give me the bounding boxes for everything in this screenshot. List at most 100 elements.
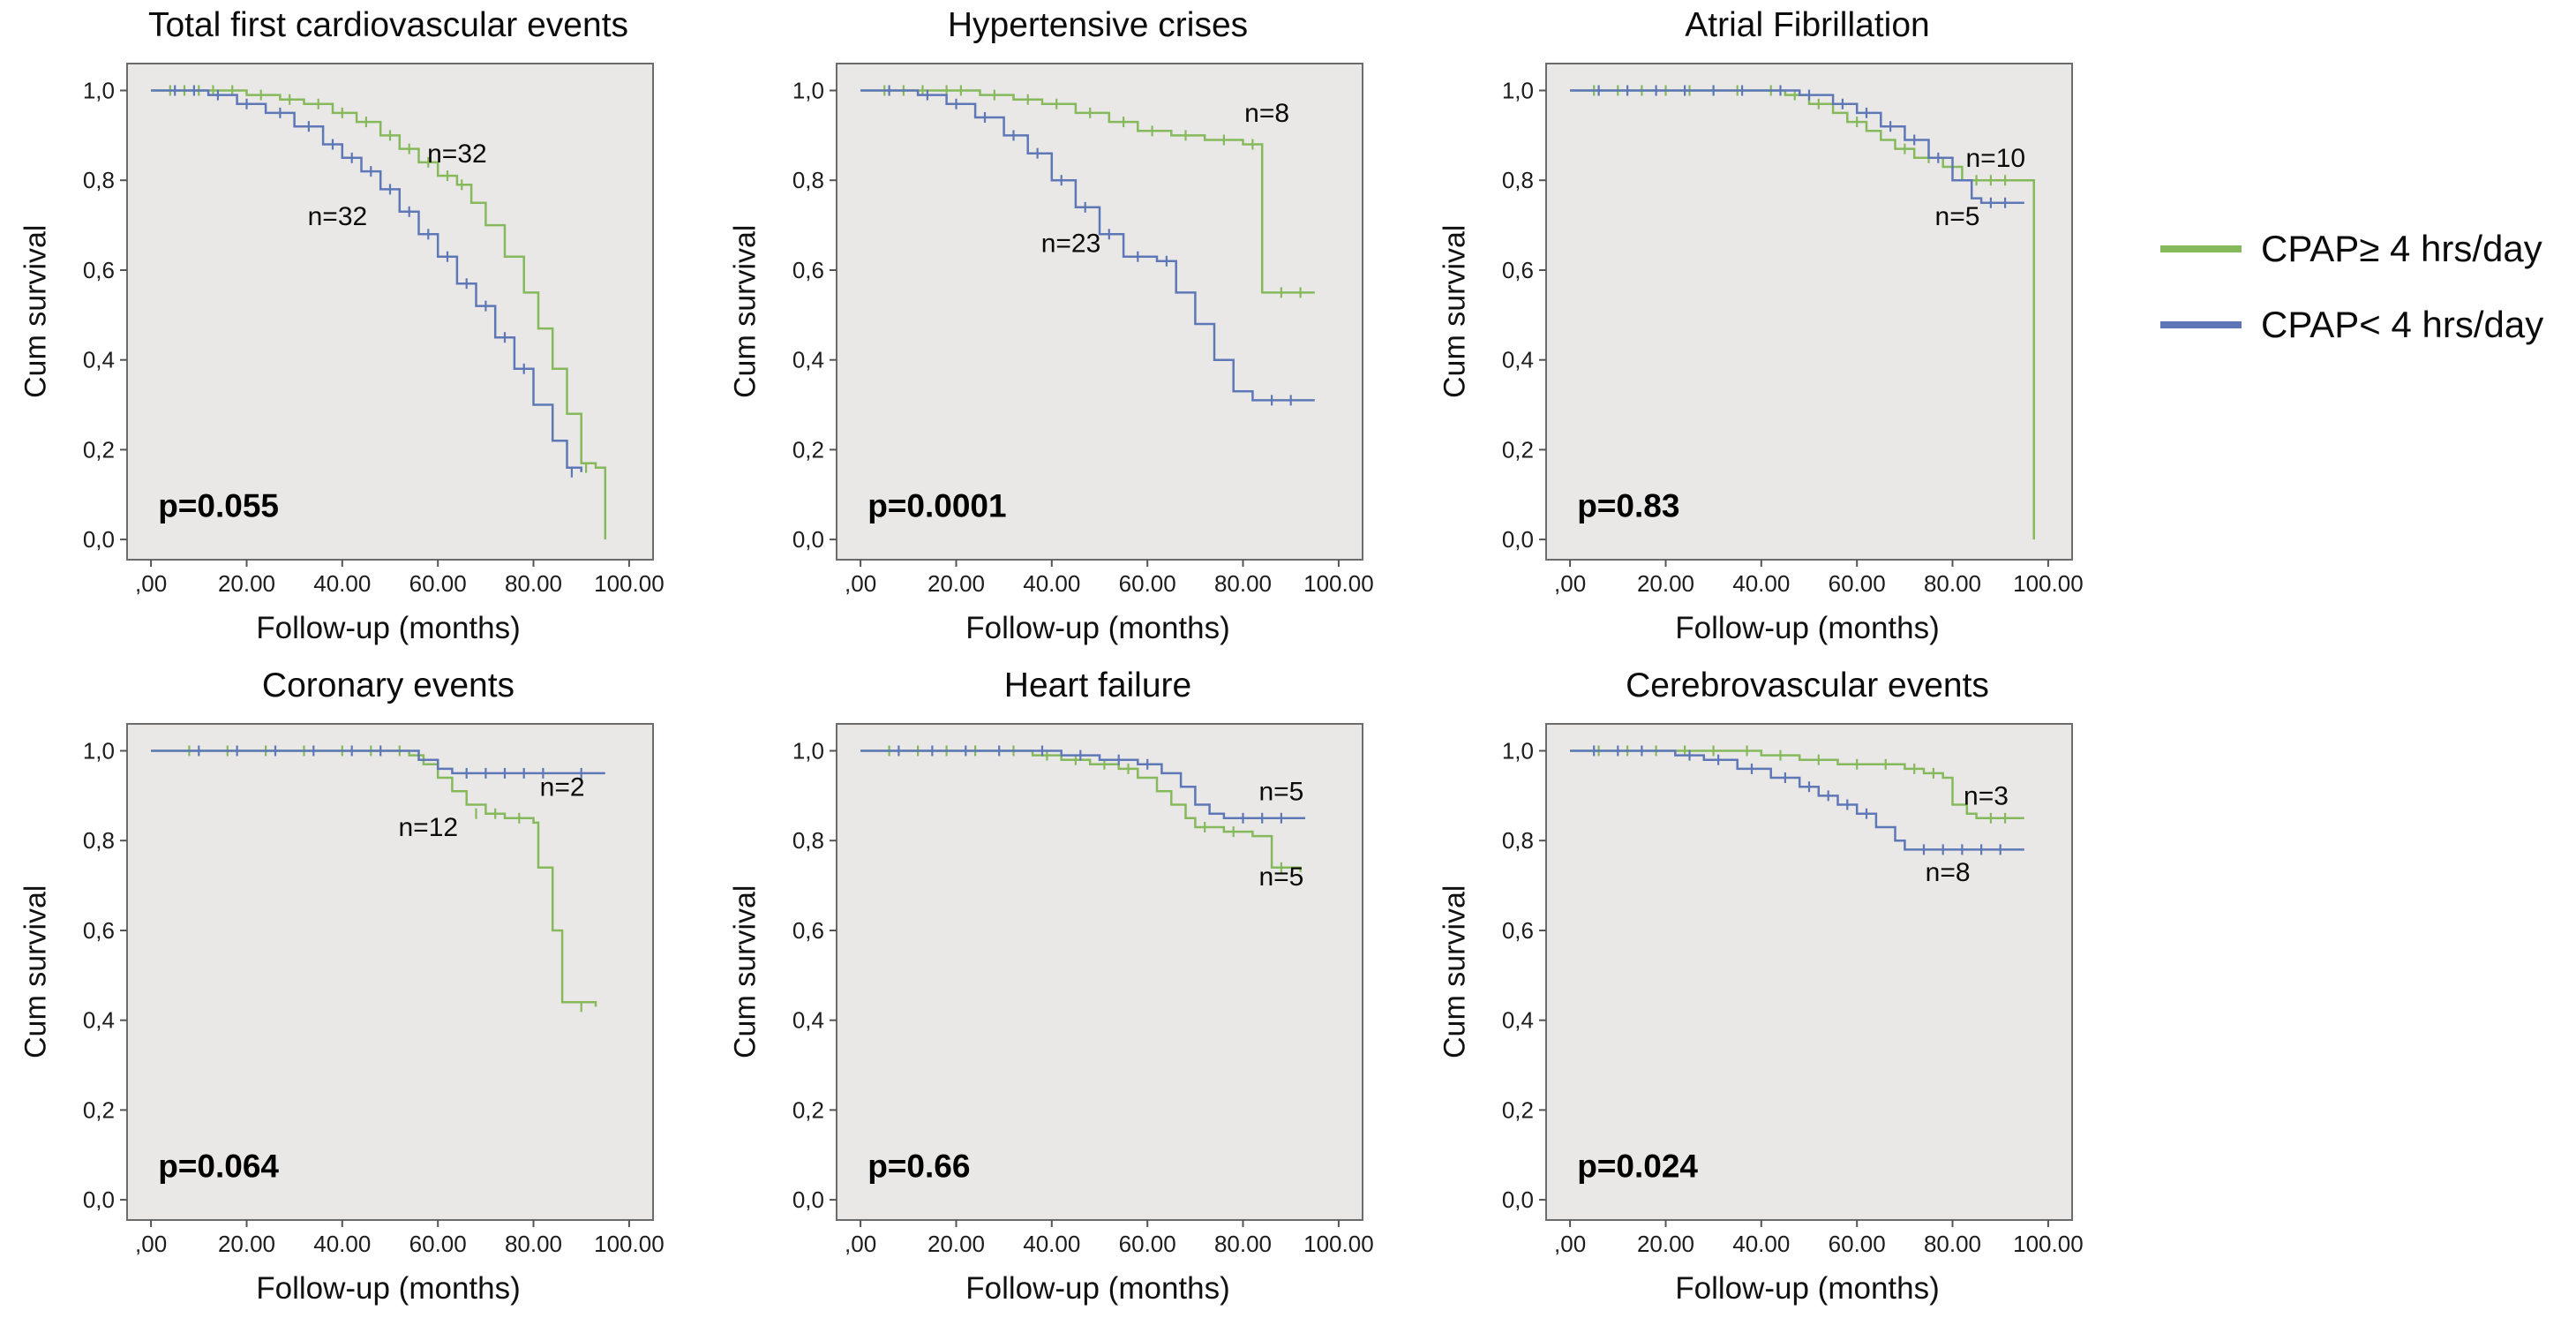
svg-text:80.00: 80.00: [1924, 1231, 1981, 1257]
svg-text:0,4: 0,4: [83, 347, 115, 373]
chart-hypertensive-crises: Hypertensive crises Cum survival ,00 20.0…: [725, 4, 1393, 651]
svg-text:1,0: 1,0: [83, 78, 115, 104]
svg-text:p=0.064: p=0.064: [158, 1148, 279, 1185]
svg-text:1,0: 1,0: [1502, 738, 1534, 764]
svg-text:60.00: 60.00: [1119, 1231, 1176, 1257]
svg-text:40.00: 40.00: [1023, 1231, 1080, 1257]
y-axis-label: Cum survival: [728, 885, 762, 1059]
svg-text:p=0.055: p=0.055: [158, 488, 279, 524]
km-plot-atrial-fibrillation: ,00 20.00 40.00 60.00 80.00 100.00 1,0 0,8 0,6 0,…: [1502, 63, 2084, 597]
svg-text:p=0.83: p=0.83: [1577, 488, 1679, 524]
chart-body: Cum survival ,00 20.00 40.00 60.00 80.00 100.…: [1435, 49, 2102, 614]
svg-text:n=5: n=5: [1258, 778, 1303, 807]
svg-text:n=3: n=3: [1964, 782, 2009, 811]
chart-body: Cum survival ,00 20.00 40.00 60.00 80.00 100.…: [1435, 710, 2102, 1275]
svg-text:20.00: 20.00: [1637, 570, 1694, 597]
svg-text:0,6: 0,6: [1502, 257, 1534, 283]
svg-text:0,6: 0,6: [1502, 917, 1534, 944]
y-axis-label: Cum survival: [728, 224, 762, 399]
svg-text:0,2: 0,2: [83, 1096, 115, 1123]
chart-coronary-events: Coronary events Cum survival ,00 20.00 40.…: [16, 664, 683, 1312]
svg-text:0,8: 0,8: [792, 167, 824, 193]
svg-text:80.00: 80.00: [1924, 570, 1981, 597]
svg-text:40.00: 40.00: [1732, 1231, 1790, 1257]
cpap-ge-4-line-swatch: [2160, 245, 2242, 252]
chart-total-first-cardiovascular-events: Total first cardiovascular events Cum su…: [16, 4, 683, 651]
cpap-lt-4-line-swatch: [2160, 321, 2242, 328]
svg-text:80.00: 80.00: [505, 570, 562, 597]
svg-text:60.00: 60.00: [1829, 570, 1886, 597]
km-plot-cerebrovascular-events: ,00 20.00 40.00 60.00 80.00 100.00 1,0 0,8 0,6 0,…: [1502, 723, 2084, 1257]
svg-text:0,4: 0,4: [1502, 1007, 1534, 1034]
chart-title: Hypertensive crises: [947, 6, 1249, 44]
svg-text:60.00: 60.00: [1119, 570, 1176, 597]
svg-text:100.00: 100.00: [1303, 570, 1374, 597]
y-axis-label: Cum survival: [19, 885, 53, 1059]
svg-text:,00: ,00: [845, 570, 876, 597]
svg-text:0,0: 0,0: [1502, 526, 1534, 553]
chart-body: Cum survival ,00 20.00 40.00 60.00 80.00 100.…: [16, 710, 683, 1275]
svg-text:40.00: 40.00: [313, 1231, 371, 1257]
chart-title: Cerebrovascular events: [1626, 666, 1989, 704]
x-axis-label: Follow-up (months): [256, 611, 521, 645]
svg-text:,00: ,00: [845, 1231, 876, 1257]
svg-text:0,2: 0,2: [792, 436, 824, 463]
km-plot-total-first-cardiovascular-events: ,00 20.00 40.00 60.00 80.00 100.00 1,0 0,8 0,6 0,…: [83, 63, 665, 597]
svg-text:n=12: n=12: [399, 813, 459, 842]
svg-text:0,4: 0,4: [792, 347, 824, 373]
svg-text:100.00: 100.00: [2013, 570, 2084, 597]
y-axis-label: Cum survival: [19, 224, 53, 399]
svg-text:0,6: 0,6: [792, 257, 824, 283]
svg-text:,00: ,00: [1554, 1231, 1586, 1257]
svg-text:20.00: 20.00: [218, 570, 275, 597]
chart-cerebrovascular-events: Cerebrovascular events Cum survival ,00 2…: [1435, 664, 2102, 1312]
svg-text:n=2: n=2: [540, 772, 585, 802]
svg-text:,00: ,00: [1554, 570, 1586, 597]
chart-atrial-fibrillation: Atrial Fibrillation Cum survival ,00 20.0…: [1435, 4, 2102, 651]
svg-text:0,8: 0,8: [83, 167, 115, 193]
svg-text:100.00: 100.00: [594, 1231, 665, 1257]
svg-text:0,0: 0,0: [792, 526, 824, 553]
chart-body: Cum survival ,00 20.00 40.00 60.00 80.00 100.…: [16, 49, 683, 614]
svg-text:100.00: 100.00: [594, 570, 665, 597]
svg-text:p=0.0001: p=0.0001: [867, 488, 1006, 524]
svg-text:1,0: 1,0: [792, 738, 824, 764]
x-axis-label: Follow-up (months): [256, 1271, 521, 1306]
legend-item-cpap-lt-4: CPAP< 4 hrs/day: [2160, 304, 2543, 346]
legend-item-cpap-ge-4: CPAP≥ 4 hrs/day: [2160, 228, 2543, 270]
chart-heart-failure: Heart failure Cum survival ,00 20.00 40.00…: [725, 664, 1393, 1312]
svg-text:80.00: 80.00: [505, 1231, 562, 1257]
svg-text:n=10: n=10: [1966, 144, 2026, 173]
svg-text:0,4: 0,4: [83, 1007, 115, 1034]
km-plot-hypertensive-crises: ,00 20.00 40.00 60.00 80.00 100.00 1,0 0,8 0,6 0,…: [792, 63, 1374, 597]
svg-text:0,2: 0,2: [1502, 436, 1534, 463]
chart-title: Coronary events: [261, 666, 515, 704]
svg-text:1,0: 1,0: [83, 738, 115, 764]
svg-text:0,8: 0,8: [1502, 827, 1534, 854]
svg-text:n=8: n=8: [1244, 99, 1289, 128]
svg-text:0,6: 0,6: [792, 917, 824, 944]
charts-grid: Total first cardiovascular events Cum su…: [16, 4, 2102, 1312]
svg-text:0,4: 0,4: [792, 1007, 824, 1034]
svg-text:n=23: n=23: [1041, 230, 1101, 259]
x-axis-label: Follow-up (months): [1675, 1271, 1940, 1306]
km-plot-heart-failure: ,00 20.00 40.00 60.00 80.00 100.00 1,0 0,8 0,6 0,…: [792, 723, 1374, 1257]
legend-label: CPAP≥ 4 hrs/day: [2261, 228, 2542, 269]
svg-text:n=32: n=32: [427, 139, 487, 169]
svg-text:80.00: 80.00: [1214, 1231, 1272, 1257]
svg-text:60.00: 60.00: [409, 570, 467, 597]
svg-text:100.00: 100.00: [1303, 1231, 1374, 1257]
legend: CPAP≥ 4 hrs/day CPAP< 4 hrs/day: [2160, 228, 2543, 346]
svg-text:n=8: n=8: [1926, 858, 1971, 887]
svg-text:20.00: 20.00: [928, 570, 985, 597]
svg-text:0,2: 0,2: [83, 436, 115, 463]
svg-text:40.00: 40.00: [1732, 570, 1790, 597]
legend-label: CPAP< 4 hrs/day: [2261, 304, 2544, 345]
svg-text:60.00: 60.00: [1829, 1231, 1886, 1257]
svg-text:0,0: 0,0: [1502, 1186, 1534, 1213]
km-plot-coronary-events: ,00 20.00 40.00 60.00 80.00 100.00 1,0 0,8 0,6 0,…: [83, 723, 665, 1257]
svg-text:0,0: 0,0: [83, 1186, 115, 1213]
svg-text:,00: ,00: [135, 1231, 167, 1257]
svg-text:0,8: 0,8: [1502, 167, 1534, 193]
